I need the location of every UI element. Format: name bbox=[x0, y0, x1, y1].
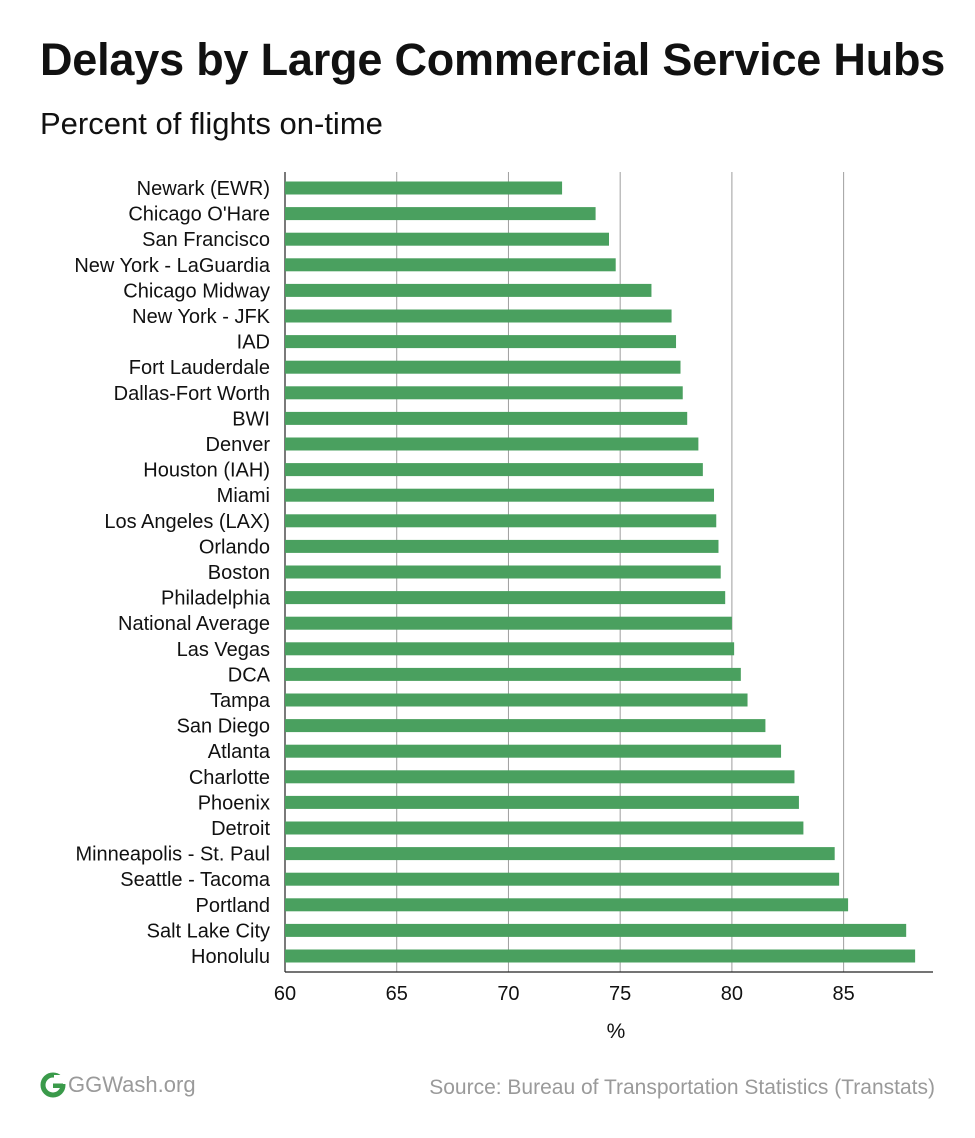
category-label: Honolulu bbox=[191, 946, 270, 968]
bar bbox=[285, 591, 726, 605]
x-tick-label: 65 bbox=[386, 983, 408, 1005]
chart-subtitle: Percent of flights on-time bbox=[40, 106, 383, 141]
category-label: Charlotte bbox=[189, 767, 270, 789]
category-label: Tampa bbox=[210, 690, 271, 712]
category-label: Orlando bbox=[199, 536, 270, 558]
x-axis-label: % bbox=[607, 1020, 626, 1043]
category-label: Phoenix bbox=[198, 792, 270, 814]
bar bbox=[285, 514, 717, 528]
bar bbox=[285, 207, 596, 221]
category-label: Portland bbox=[196, 895, 271, 917]
category-label: Chicago O'Hare bbox=[128, 204, 270, 226]
category-label: BWI bbox=[232, 408, 270, 430]
bar bbox=[285, 770, 795, 784]
bar bbox=[285, 539, 719, 553]
x-tick-label: 75 bbox=[609, 983, 631, 1005]
category-label: New York - JFK bbox=[132, 306, 270, 328]
category-label: Las Vegas bbox=[177, 639, 270, 661]
bar bbox=[285, 232, 609, 246]
bar bbox=[285, 463, 703, 477]
x-tick-label: 70 bbox=[497, 983, 519, 1005]
bar bbox=[285, 181, 563, 195]
bar bbox=[285, 744, 782, 758]
logo-text: GGWash.org bbox=[68, 1072, 196, 1097]
bar bbox=[285, 335, 677, 349]
category-label: National Average bbox=[118, 613, 270, 635]
bar bbox=[285, 488, 715, 502]
x-tick-label: 80 bbox=[721, 983, 743, 1005]
bar bbox=[285, 923, 907, 937]
bar bbox=[285, 386, 683, 400]
chart-title: Delays by Large Commercial Service Hubs bbox=[40, 34, 946, 85]
bar bbox=[285, 411, 688, 425]
ggwash-logo[interactable]: GGWash.org bbox=[40, 1072, 196, 1098]
category-label: Fort Lauderdale bbox=[129, 357, 270, 379]
category-label: Dallas-Fort Worth bbox=[114, 383, 270, 405]
bar bbox=[285, 693, 748, 707]
bar bbox=[285, 616, 732, 630]
bar bbox=[285, 258, 616, 272]
category-label: Los Angeles (LAX) bbox=[104, 511, 270, 533]
bar bbox=[285, 898, 849, 912]
bar bbox=[285, 719, 766, 733]
bar bbox=[285, 437, 699, 451]
bar bbox=[285, 821, 804, 835]
category-labels: Newark (EWR) Chicago O'Hare San Francisco N… bbox=[74, 178, 271, 968]
bars bbox=[285, 181, 916, 963]
category-label: Atlanta bbox=[208, 741, 271, 763]
category-label: Chicago Midway bbox=[123, 280, 270, 302]
category-label: San Francisco bbox=[142, 229, 270, 251]
category-label: Seattle - Tacoma bbox=[120, 869, 271, 891]
category-label: San Diego bbox=[177, 716, 270, 738]
x-tick-label: 85 bbox=[832, 983, 854, 1005]
x-tick-label: 60 bbox=[274, 983, 296, 1005]
bar bbox=[285, 283, 652, 297]
bar bbox=[285, 847, 835, 861]
category-label: DCA bbox=[228, 664, 271, 686]
bar bbox=[285, 642, 735, 656]
bar bbox=[285, 872, 840, 886]
category-label: Detroit bbox=[211, 818, 270, 840]
category-label: IAD bbox=[237, 332, 270, 354]
x-tick-labels: 60 65 70 75 80 85 bbox=[274, 983, 855, 1005]
category-label: New York - LaGuardia bbox=[74, 255, 271, 277]
category-label: Salt Lake City bbox=[147, 920, 270, 942]
category-label: Newark (EWR) bbox=[137, 178, 270, 200]
bar bbox=[285, 309, 672, 323]
category-label: Houston (IAH) bbox=[143, 460, 270, 482]
category-label: Philadelphia bbox=[161, 588, 271, 610]
bar bbox=[285, 360, 681, 374]
source-note: Source: Bureau of Transportation Statist… bbox=[429, 1076, 935, 1099]
category-label: Minneapolis - St. Paul bbox=[75, 844, 270, 866]
category-label: Denver bbox=[206, 434, 271, 456]
bar bbox=[285, 949, 916, 963]
category-label: Miami bbox=[217, 485, 270, 507]
ggwash-logo-icon bbox=[40, 1072, 66, 1098]
bar bbox=[285, 565, 721, 579]
bar bbox=[285, 795, 799, 809]
bar bbox=[285, 667, 741, 681]
category-label: Boston bbox=[208, 562, 270, 584]
